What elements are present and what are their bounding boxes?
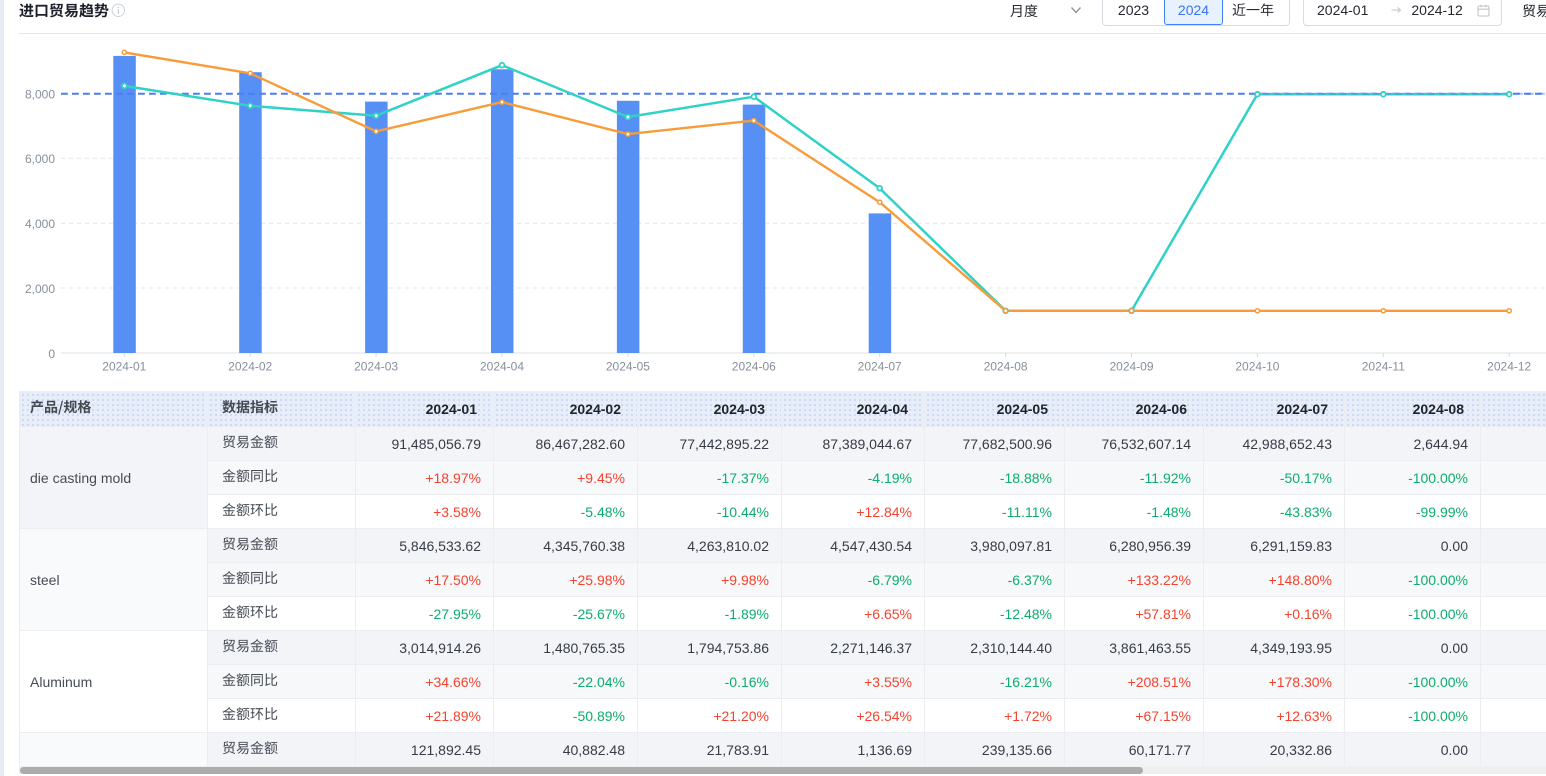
svg-text:0: 0 bbox=[48, 347, 55, 361]
svg-text:2024-05: 2024-05 bbox=[606, 360, 650, 374]
svg-text:2024-02: 2024-02 bbox=[228, 360, 272, 374]
svg-text:2024-08: 2024-08 bbox=[984, 360, 1028, 374]
svg-text:2024-10: 2024-10 bbox=[1235, 360, 1279, 374]
svg-text:2024-11: 2024-11 bbox=[1362, 360, 1405, 374]
svg-text:2024-09: 2024-09 bbox=[1109, 360, 1153, 374]
svg-text:2024-01: 2024-01 bbox=[102, 360, 146, 374]
svg-text:2024-03: 2024-03 bbox=[354, 360, 398, 374]
svg-text:2024-04: 2024-04 bbox=[480, 360, 524, 374]
svg-text:8,000: 8,000 bbox=[25, 87, 55, 101]
svg-text:4,000: 4,000 bbox=[25, 217, 55, 231]
svg-text:2024-12: 2024-12 bbox=[1487, 360, 1531, 374]
svg-text:2,000: 2,000 bbox=[25, 282, 55, 296]
svg-text:2024-07: 2024-07 bbox=[858, 360, 902, 374]
svg-text:6,000: 6,000 bbox=[25, 152, 55, 166]
svg-text:2024-06: 2024-06 bbox=[732, 360, 776, 374]
